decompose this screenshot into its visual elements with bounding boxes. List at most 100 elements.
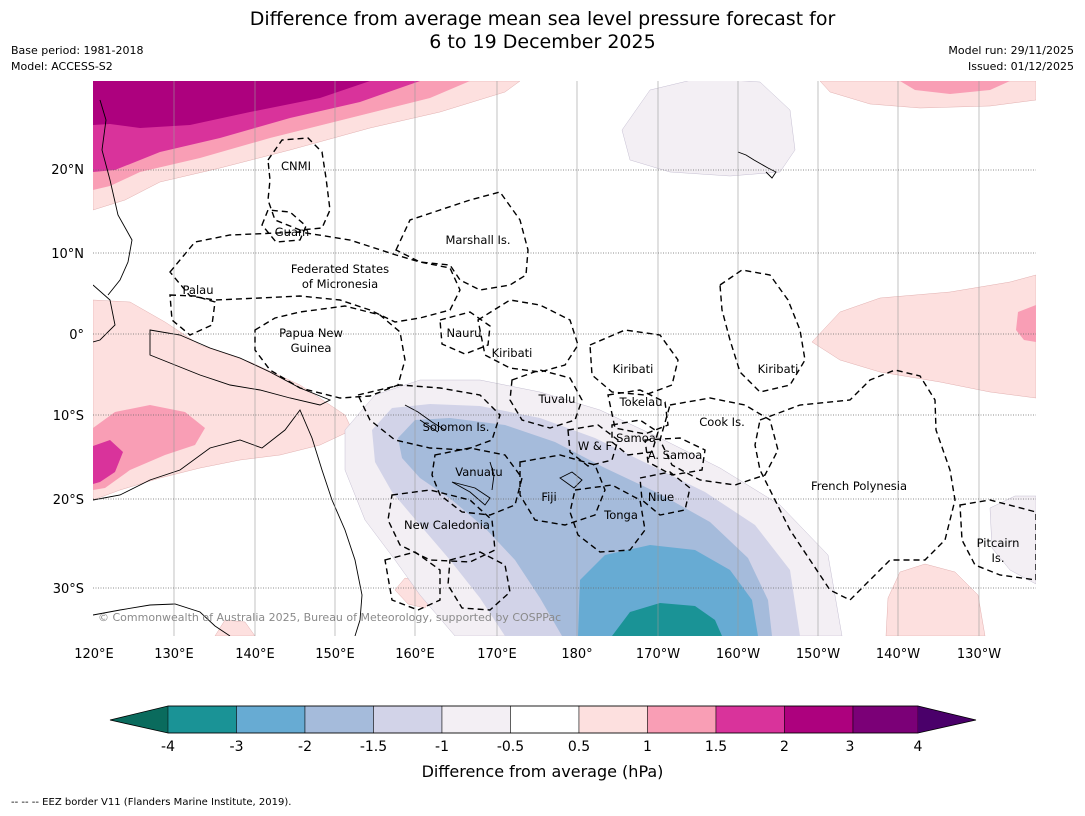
label-pitcairn-line1: Pitcairn [977,536,1020,550]
label-kiribati-east: Kiribati [758,362,799,376]
label-pitcairn-line2: Is. [991,551,1004,565]
label-nauru: Nauru [447,326,482,340]
lat-label-30S: 30°S [53,582,84,597]
lon-label-140W: 140°W [876,647,920,662]
label-tonga: Tonga [603,508,638,522]
positive-anomaly-west-1 [93,405,205,490]
eez-palau [169,294,216,336]
eez-fiji [519,454,606,526]
cb-tick-3: -2 [298,739,312,755]
lon-label-160W: 160°W [716,647,760,662]
cb-tick-4: -1.5 [360,739,387,755]
eez-new-caledonia [387,489,496,563]
cb-tick-10: 2 [780,739,789,755]
positive-anomaly-ne-1 [900,81,1010,94]
eez-lord-howe [384,551,441,611]
lon-label-180: 180° [561,647,592,662]
label-tuvalu: Tuvalu [538,392,576,406]
label-fsm-line2: of Micronesia [302,277,378,291]
latitude-labels: 20°N 10°N 0° 10°S 20°S 30°S [51,163,84,597]
positive-anomaly-nw-2 [93,81,370,128]
philippines-coast [99,99,133,296]
label-french-polynesia: French Polynesia [811,479,907,493]
colorbar-title: Difference from average (hPa) [421,762,664,781]
vanuatu-coast [489,461,495,491]
chart-title: Difference from average mean sea level p… [0,8,1085,54]
label-vanuatu: Vanuatu [455,465,502,479]
cb-tick-9: 1.5 [705,739,727,755]
eez-png [254,305,406,399]
label-solomon: Solomon Is. [423,420,490,434]
cb-tick-5: -1 [435,739,449,755]
colorbar-swatch-2 [236,705,306,734]
eez-borders [169,137,1036,611]
meta-right: Model run: 29/11/2025 Issued: 01/12/2025 [948,43,1074,75]
positive-anomaly-south-australia [214,619,256,636]
cb-tick-12: 4 [914,739,923,755]
cb-tick-11: 3 [846,739,855,755]
negative-anomaly-2 [578,545,758,636]
label-cnmi: CNMI [281,159,311,173]
issued-label: Issued: 01/12/2025 [967,60,1074,73]
label-tokelau: Tokelau [619,395,663,409]
colorbar-ticks: -4 -3 -2 -1.5 -1 -0.5 0.5 1 1.5 2 3 4 [161,739,923,755]
eez-legend-note: -- -- -- EEZ border V11 (Flanders Marine… [11,797,292,808]
label-cook: Cook Is. [699,415,744,429]
australia-coast [93,409,363,636]
lat-label-20S: 20°S [53,493,84,508]
colorbar-outline [109,705,977,734]
label-niue: Niue [648,490,674,504]
eez-cnmi [267,137,331,231]
coastlines [93,99,777,636]
lat-label-10S: 10°S [53,409,84,424]
colorbar-swatch-7 [578,705,648,734]
colorbar-swatch-1 [167,705,237,734]
parallels [93,169,1036,589]
colorbar-swatch-5 [441,705,511,734]
colorbar-swatch-6 [510,705,580,734]
eez-norfolk [447,551,511,611]
cb-tick-6: -0.5 [497,739,524,755]
png-coast [149,329,332,406]
colorbar-low-extend [110,706,168,733]
label-samoa: Samoa [616,431,656,445]
model-run-label: Model run: 29/11/2025 [948,44,1074,57]
eez-fsm [169,231,461,323]
fiji-coast [559,471,583,489]
label-wallis: W & F [578,439,612,453]
colorbar-swatch-3 [304,705,374,734]
title-line-2: 6 to 19 December 2025 [429,31,656,53]
eez-tokelau [607,389,669,435]
cb-tick-7: 0.5 [568,739,590,755]
eez-nauru [439,311,491,355]
colorbar-swatch-8 [647,705,717,734]
eez-tuvalu [509,369,583,429]
negative-anomaly-east [989,495,1036,585]
positive-anomaly-east-1 [1016,305,1036,342]
negative-anomaly-north [621,81,796,177]
eez-vanuatu [431,447,523,516]
label-kiribati-west: Kiribati [492,346,533,360]
lon-label-130W: 130°W [957,647,1001,662]
cb-tick-2: -3 [230,739,244,755]
base-period-label: Base period: 1981-2018 [11,44,144,57]
eez-niue [639,471,691,516]
lon-label-160E: 160°E [395,647,435,662]
lon-label-150E: 150°E [315,647,355,662]
borneo-coast [93,284,116,343]
positive-anomaly-west-1.5 [93,440,123,484]
cb-tick-1: -4 [161,739,175,755]
colorbar-swatch-9 [715,705,785,734]
lon-label-170W: 170°W [636,647,680,662]
label-png-line1: Papua New [279,326,343,340]
label-palau: Palau [183,283,214,297]
copyright-notice: © Commonwealth of Australia 2025, Bureau… [98,611,561,624]
lon-label-170E: 170°E [477,647,517,662]
label-american-samoa: A. Samoa [648,448,703,462]
hawaii-coast [737,151,777,179]
longitude-labels: 120°E 130°E 140°E 150°E 160°E 170°E 180°… [74,647,1001,662]
lat-label-0: 0° [69,328,84,343]
label-fiji: Fiji [541,490,556,504]
eez-pitcairn [959,499,1036,581]
